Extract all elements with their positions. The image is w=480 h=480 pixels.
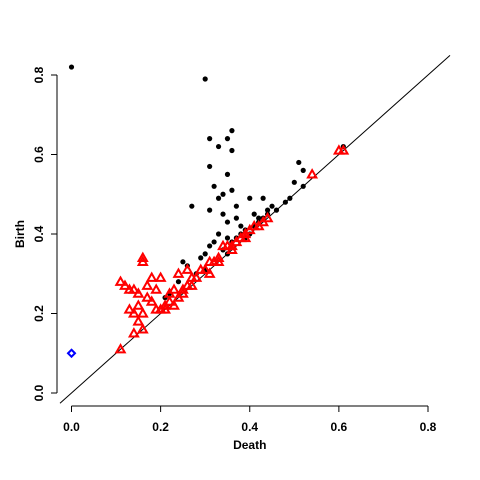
point-dim0 [229, 147, 235, 154]
point-dim1 [132, 315, 145, 326]
y-tick-label: 0.2 [32, 305, 46, 322]
point-dim1 [203, 267, 216, 278]
point-dim0 [287, 195, 293, 201]
point-dim0 [300, 183, 306, 189]
point-dim1 [136, 251, 149, 262]
point-dim0 [207, 136, 213, 142]
point-dim0 [220, 211, 226, 217]
point-dim0 [68, 64, 75, 70]
point-dim1 [239, 231, 252, 243]
axes-layer: 0.0 0.2 0.4 0.6 0.8 0.0 0.2 0.4 0.6 0.8 Death Bi… [13, 66, 437, 452]
point-dim0 [256, 215, 262, 221]
point-dim0 [211, 239, 217, 245]
point-dim1 [127, 307, 140, 318]
point-dim1 [114, 275, 127, 286]
point-dim0 [251, 211, 257, 217]
point-dim1 [306, 168, 319, 179]
point-dim0 [198, 255, 204, 261]
point-dim1 [261, 211, 274, 223]
point-dim0 [229, 128, 235, 134]
point-dim0 [269, 203, 275, 209]
point-dim0 [296, 159, 302, 166]
point-dim0 [233, 203, 239, 209]
point-dim1 [168, 283, 180, 294]
y-tick-label: 0.4 [32, 225, 46, 242]
point-dim0 [175, 279, 182, 285]
point-dim1 [150, 283, 163, 294]
point-dim1 [154, 271, 167, 282]
point-dim0 [180, 259, 186, 265]
point-dim0 [215, 143, 222, 150]
point-dim1 [136, 323, 149, 334]
point-dim1 [159, 303, 172, 314]
x-tick-label: 0.0 [63, 420, 80, 434]
point-dim0 [229, 187, 235, 193]
point-dim0 [273, 207, 280, 213]
y-tick-label: 0.0 [32, 384, 46, 401]
point-dim1 [172, 267, 185, 278]
x-tick-label: 0.6 [331, 420, 348, 434]
point-dim0 [211, 183, 217, 189]
point-dim0 [282, 199, 288, 205]
point-dim0 [224, 171, 231, 177]
point-dim0 [207, 163, 213, 170]
x-tick-label: 0.4 [241, 420, 258, 434]
point-dim0 [207, 207, 213, 213]
point-dim0 [247, 195, 253, 201]
point-dim0 [224, 136, 231, 142]
point-dim2 [66, 348, 77, 359]
point-dim1 [190, 271, 203, 282]
point-dim0 [233, 215, 239, 221]
point-dim1 [181, 263, 194, 274]
x-tick-label: 0.8 [420, 420, 437, 434]
point-dim1 [132, 287, 145, 298]
point-dim1 [141, 279, 154, 290]
point-dim0 [220, 191, 226, 197]
point-dim1 [145, 271, 158, 282]
y-axis-ticks: 0.0 0.2 0.4 0.6 0.8 [32, 66, 57, 401]
point-dim1 [145, 295, 158, 306]
point-dim1 [199, 263, 212, 274]
point-dim1 [123, 303, 136, 314]
x-axis-ticks: 0.0 0.2 0.4 0.6 0.8 [63, 406, 437, 434]
point-dim1 [127, 327, 140, 338]
point-dim1 [119, 279, 131, 290]
point-dim0 [189, 203, 195, 209]
point-dim0 [215, 231, 222, 237]
point-dim1 [185, 279, 198, 290]
point-dim0 [291, 179, 297, 185]
point-dim0 [224, 219, 231, 225]
point-dim0 [260, 195, 266, 201]
point-dim1 [114, 343, 127, 354]
point-dim0 [202, 76, 208, 82]
point-dim0 [215, 195, 222, 201]
point-dim1 [141, 291, 154, 302]
point-dim1 [226, 243, 238, 255]
point-dim1 [127, 283, 140, 294]
point-dim1 [150, 303, 163, 314]
point-dim1 [132, 299, 145, 310]
point-dim1 [337, 144, 350, 155]
point-dim0 [238, 223, 244, 229]
y-axis-title: Birth [13, 220, 27, 248]
point-dim0 [207, 243, 213, 249]
point-dim1 [212, 251, 225, 262]
point-dim1 [176, 283, 189, 294]
point-dim0 [300, 167, 306, 173]
point-dim1 [136, 307, 149, 318]
y-tick-label: 0.8 [32, 66, 46, 83]
y-tick-label: 0.6 [32, 146, 46, 163]
data-layer [59, 55, 451, 404]
x-axis-title: Death [233, 438, 266, 452]
point-dim0 [202, 251, 208, 257]
point-dim1 [163, 295, 176, 306]
x-tick-label: 0.2 [152, 420, 169, 434]
point-dim0 [264, 207, 271, 213]
point-dim0 [224, 235, 231, 241]
point-dim1 [168, 299, 180, 310]
